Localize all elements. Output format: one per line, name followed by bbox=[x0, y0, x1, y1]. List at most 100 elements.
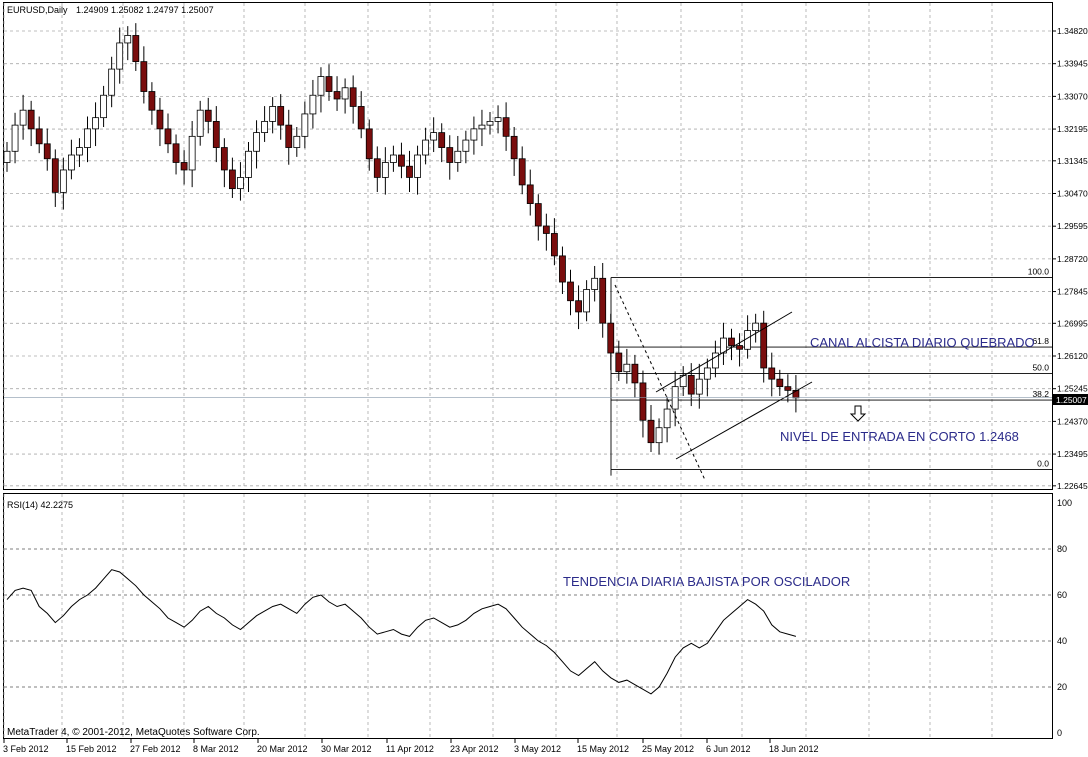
price-tick-label: 1.33070 bbox=[1057, 91, 1088, 101]
candle-body bbox=[172, 143, 180, 163]
time-axis: 3 Feb 2012 15 Feb 2012 27 Feb 2012 8 Mar 20… bbox=[3, 739, 819, 754]
candle-body bbox=[623, 363, 631, 373]
candle-body bbox=[470, 128, 478, 141]
candle-body bbox=[494, 117, 502, 122]
time-tick-label: 18 Jun 2012 bbox=[769, 744, 819, 754]
candle-body bbox=[744, 330, 751, 350]
current-price-label: 1.25007 bbox=[1056, 395, 1087, 405]
candle-body bbox=[325, 76, 333, 92]
time-tick-label: 11 Apr 2012 bbox=[386, 744, 434, 754]
candle-body bbox=[776, 378, 784, 388]
fibonacci-retracement[interactable]: 100.0 61.8 50.0 38.2 0.0 bbox=[610, 267, 1052, 476]
candle-body bbox=[414, 154, 421, 178]
rsi-tick-label: 40 bbox=[1057, 636, 1067, 646]
candle-body bbox=[607, 322, 615, 354]
candle-body bbox=[422, 139, 430, 156]
candle-body bbox=[196, 109, 204, 137]
candle-body bbox=[108, 68, 116, 96]
candle-body bbox=[712, 352, 719, 369]
candle-body bbox=[760, 322, 768, 369]
candle-body bbox=[373, 158, 381, 178]
price-tick-label: 1.31345 bbox=[1057, 156, 1088, 166]
fib-level-label: 100.0 bbox=[1028, 267, 1050, 277]
candle-body bbox=[655, 427, 663, 444]
candle-body bbox=[639, 382, 647, 421]
candle-body bbox=[559, 255, 566, 283]
candle-body bbox=[406, 165, 413, 178]
rsi-panel-frame bbox=[3, 493, 1053, 739]
candle-body bbox=[534, 203, 542, 227]
candle-body bbox=[446, 147, 454, 163]
candle-body bbox=[333, 91, 341, 100]
candle-body bbox=[76, 147, 83, 156]
time-tick-label: 3 Feb 2012 bbox=[3, 744, 49, 754]
rsi-grid bbox=[3, 494, 1052, 738]
candle-body bbox=[462, 139, 470, 152]
candle-body bbox=[3, 150, 11, 163]
rsi-axis: 100 80 60 40 20 0 bbox=[1057, 498, 1072, 738]
channel-lower-line bbox=[675, 381, 813, 460]
candle-body bbox=[132, 35, 140, 63]
candle-body bbox=[502, 117, 510, 137]
candle-body bbox=[148, 91, 156, 111]
candle-body bbox=[293, 135, 301, 148]
candle-body bbox=[575, 300, 582, 313]
candle-body bbox=[51, 158, 59, 193]
time-tick-label: 27 Feb 2012 bbox=[130, 744, 181, 754]
candle-body bbox=[591, 277, 599, 290]
candle-body bbox=[277, 106, 285, 126]
price-tick-label: 1.30470 bbox=[1057, 188, 1088, 198]
candle-body bbox=[156, 109, 164, 130]
time-tick-label: 23 Apr 2012 bbox=[450, 744, 499, 754]
rsi-tick-label: 60 bbox=[1057, 590, 1067, 600]
ohlc-label: 1.24909 1.25082 1.24797 1.25007 bbox=[76, 5, 214, 15]
candle-body bbox=[92, 117, 99, 130]
candle-body bbox=[478, 124, 486, 130]
candle-body bbox=[35, 128, 43, 145]
candle-body bbox=[11, 124, 19, 152]
rsi-header: RSI(14) 42.2275 bbox=[7, 500, 73, 510]
candle-body bbox=[269, 106, 277, 122]
candle-body bbox=[220, 147, 228, 171]
candle-body bbox=[19, 109, 27, 126]
candle-body bbox=[245, 150, 252, 178]
current-price-badge bbox=[1053, 394, 1088, 405]
price-tick-label: 1.33945 bbox=[1057, 59, 1088, 69]
candle-body bbox=[285, 124, 293, 148]
rsi-tick-label: 20 bbox=[1057, 682, 1067, 692]
price-tick-label: 1.27845 bbox=[1057, 287, 1088, 297]
candle-body bbox=[140, 61, 148, 92]
time-tick-label: 20 Mar 2012 bbox=[257, 744, 308, 754]
rsi-tick-label: 0 bbox=[1057, 728, 1062, 738]
candle-body bbox=[84, 128, 91, 148]
candle-body bbox=[526, 184, 534, 204]
candle-body bbox=[381, 162, 389, 178]
time-tick-label: 8 Mar 2012 bbox=[193, 744, 239, 754]
candle-body bbox=[204, 109, 212, 122]
candle-body bbox=[341, 87, 349, 100]
rsi-path bbox=[6, 569, 797, 695]
candle-body bbox=[116, 42, 124, 70]
candle-body bbox=[349, 87, 357, 107]
candle-body bbox=[228, 169, 236, 190]
candle-body bbox=[542, 225, 550, 234]
candle-body bbox=[212, 120, 220, 148]
fib-level-label: 38.2 bbox=[1032, 389, 1049, 399]
candle-body bbox=[301, 113, 309, 137]
candle-body bbox=[736, 345, 743, 350]
candle-body bbox=[768, 367, 776, 380]
candle-body bbox=[253, 132, 260, 152]
candle-body bbox=[567, 281, 574, 302]
rsi-tick-label: 80 bbox=[1057, 544, 1067, 554]
candle-body bbox=[43, 143, 51, 160]
trend-channel[interactable] bbox=[614, 284, 813, 481]
candle-body bbox=[703, 367, 711, 380]
candle-body bbox=[68, 154, 75, 171]
candle-body bbox=[551, 233, 558, 257]
fib-level-label: 50.0 bbox=[1032, 363, 1049, 373]
arrow-down-icon bbox=[849, 405, 867, 422]
candlestick-series bbox=[3, 23, 800, 455]
candle-body bbox=[599, 277, 607, 324]
price-tick-label: 1.29595 bbox=[1057, 221, 1088, 231]
